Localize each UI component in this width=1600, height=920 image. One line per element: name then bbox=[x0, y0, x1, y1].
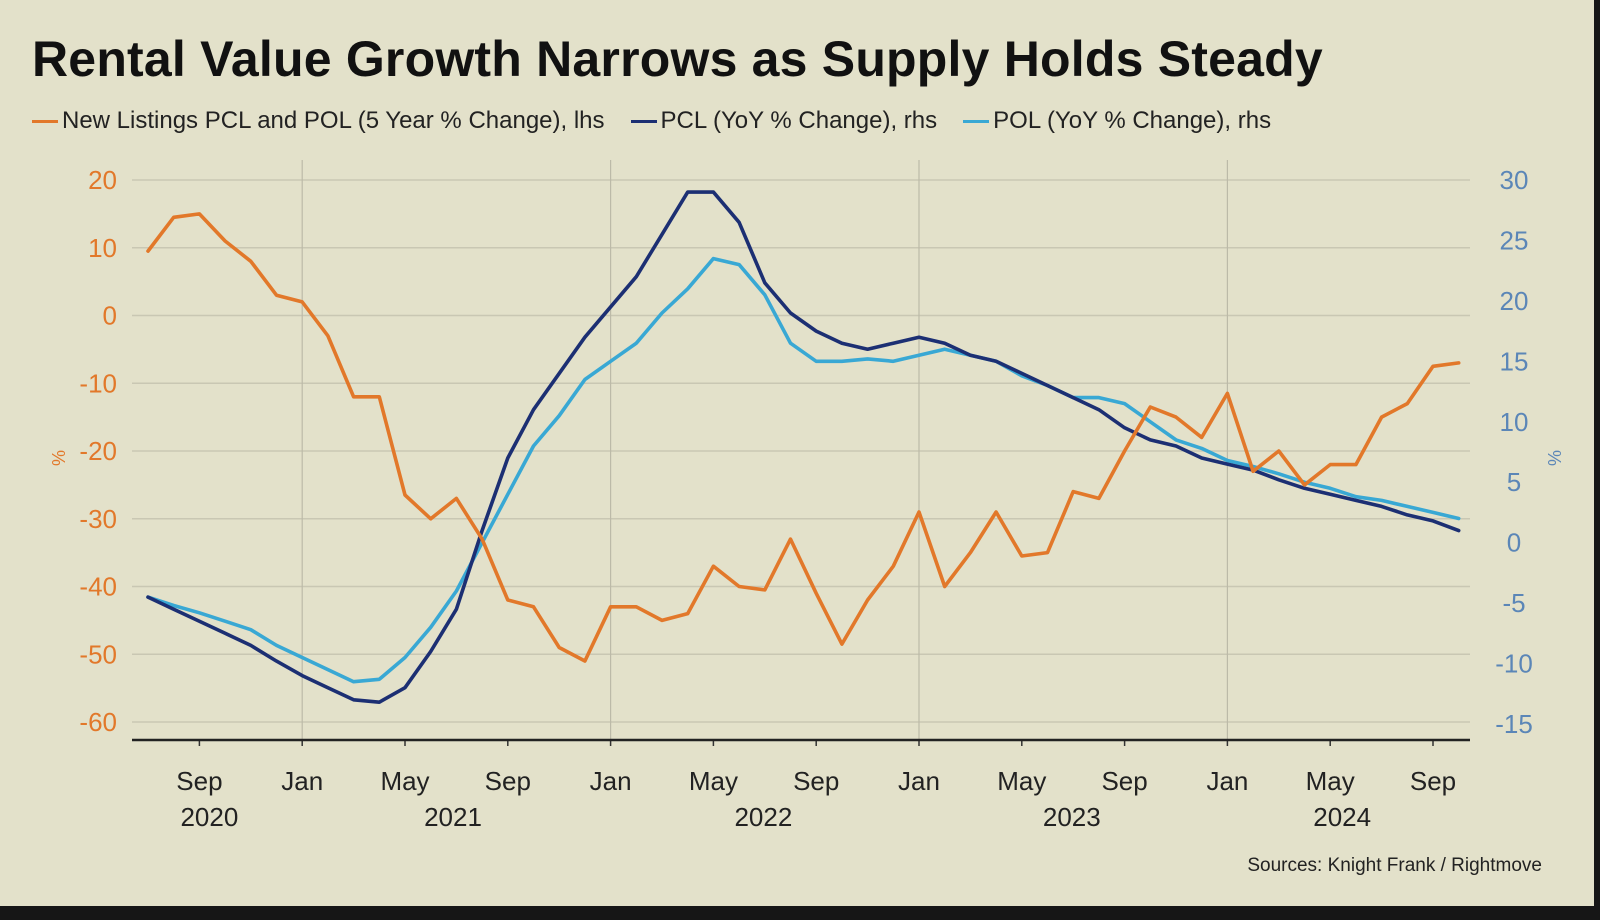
left-tick-label: -60 bbox=[79, 707, 117, 737]
left-tick-label: -50 bbox=[79, 639, 117, 669]
left-tick-label: -10 bbox=[79, 368, 117, 398]
x-tick-month: May bbox=[997, 766, 1046, 796]
right-tick-label: 20 bbox=[1500, 286, 1529, 316]
x-tick-year: 2022 bbox=[734, 802, 792, 832]
right-tick-label: -10 bbox=[1495, 649, 1533, 679]
frame-right-edge bbox=[1594, 0, 1600, 920]
x-tick-year: 2024 bbox=[1313, 802, 1371, 832]
grid-layer bbox=[132, 160, 1470, 740]
legend: New Listings PCL and POL (5 Year % Chang… bbox=[32, 106, 1297, 136]
x-tick-year: 2020 bbox=[180, 802, 238, 832]
left-tick-label: 10 bbox=[88, 233, 117, 263]
source-note: Sources: Knight Frank / Rightmove bbox=[1247, 855, 1542, 876]
legend-item-pcl: PCL (YoY % Change), rhs bbox=[630, 107, 938, 135]
left-tick-label: 20 bbox=[88, 165, 117, 195]
series-layer bbox=[146, 190, 1461, 705]
series-line-pol bbox=[146, 256, 1461, 684]
legend-swatch-new-listings bbox=[32, 119, 58, 123]
x-tick-month: Jan bbox=[1206, 766, 1248, 796]
series-line-new-listings bbox=[146, 212, 1461, 663]
x-tick-month: May bbox=[1306, 766, 1355, 796]
x-tick-year: 2023 bbox=[1043, 802, 1101, 832]
legend-label-new-listings: New Listings PCL and POL (5 Year % Chang… bbox=[62, 107, 605, 134]
left-tick-label: -20 bbox=[79, 436, 117, 466]
right-tick-label: -5 bbox=[1502, 588, 1525, 618]
x-tick-month: May bbox=[689, 766, 738, 796]
axis-layer: 20 10 0 -10 -20 -30 -40 -50 -60 30 25 20 15 10 5 0 -5 -10… bbox=[48, 165, 1564, 832]
right-tick-label: 0 bbox=[1507, 528, 1521, 558]
legend-item-new-listings: New Listings PCL and POL (5 Year % Chang… bbox=[32, 107, 605, 135]
x-tick-year: 2021 bbox=[424, 802, 482, 832]
frame-bottom-edge bbox=[0, 906, 1600, 920]
x-tick-month: Sep bbox=[1410, 766, 1456, 796]
legend-swatch-pol bbox=[963, 119, 990, 123]
right-tick-label: 15 bbox=[1500, 346, 1529, 376]
x-tick-month: Jan bbox=[590, 766, 632, 796]
right-axis-label: % bbox=[1544, 450, 1564, 466]
right-tick-label: -15 bbox=[1495, 709, 1533, 739]
left-axis-label: % bbox=[48, 450, 68, 466]
x-tick-month: May bbox=[380, 766, 429, 796]
left-tick-label: 0 bbox=[103, 301, 117, 331]
x-tick-month: Sep bbox=[485, 766, 531, 796]
x-tick-month: Jan bbox=[898, 766, 940, 796]
right-tick-label: 10 bbox=[1500, 407, 1529, 437]
left-tick-label: -30 bbox=[79, 504, 117, 534]
right-tick-label: 25 bbox=[1500, 225, 1529, 255]
x-tick-month: Jan bbox=[281, 766, 323, 796]
series-line-pcl bbox=[146, 190, 1461, 705]
right-tick-label: 30 bbox=[1500, 165, 1529, 195]
legend-item-pol: POL (YoY % Change), rhs bbox=[963, 107, 1271, 135]
x-tick-month: Sep bbox=[176, 766, 222, 796]
legend-label-pcl: PCL (YoY % Change), rhs bbox=[660, 107, 938, 134]
x-tick-month: Sep bbox=[793, 766, 839, 796]
legend-label-pol: POL (YoY % Change), rhs bbox=[993, 107, 1272, 134]
x-tick-month: Sep bbox=[1101, 766, 1147, 796]
chart-title: Rental Value Growth Narrows as Supply Ho… bbox=[32, 31, 1323, 87]
legend-swatch-pcl bbox=[630, 119, 657, 123]
right-tick-label: 5 bbox=[1507, 467, 1521, 497]
left-tick-label: -40 bbox=[79, 572, 117, 602]
